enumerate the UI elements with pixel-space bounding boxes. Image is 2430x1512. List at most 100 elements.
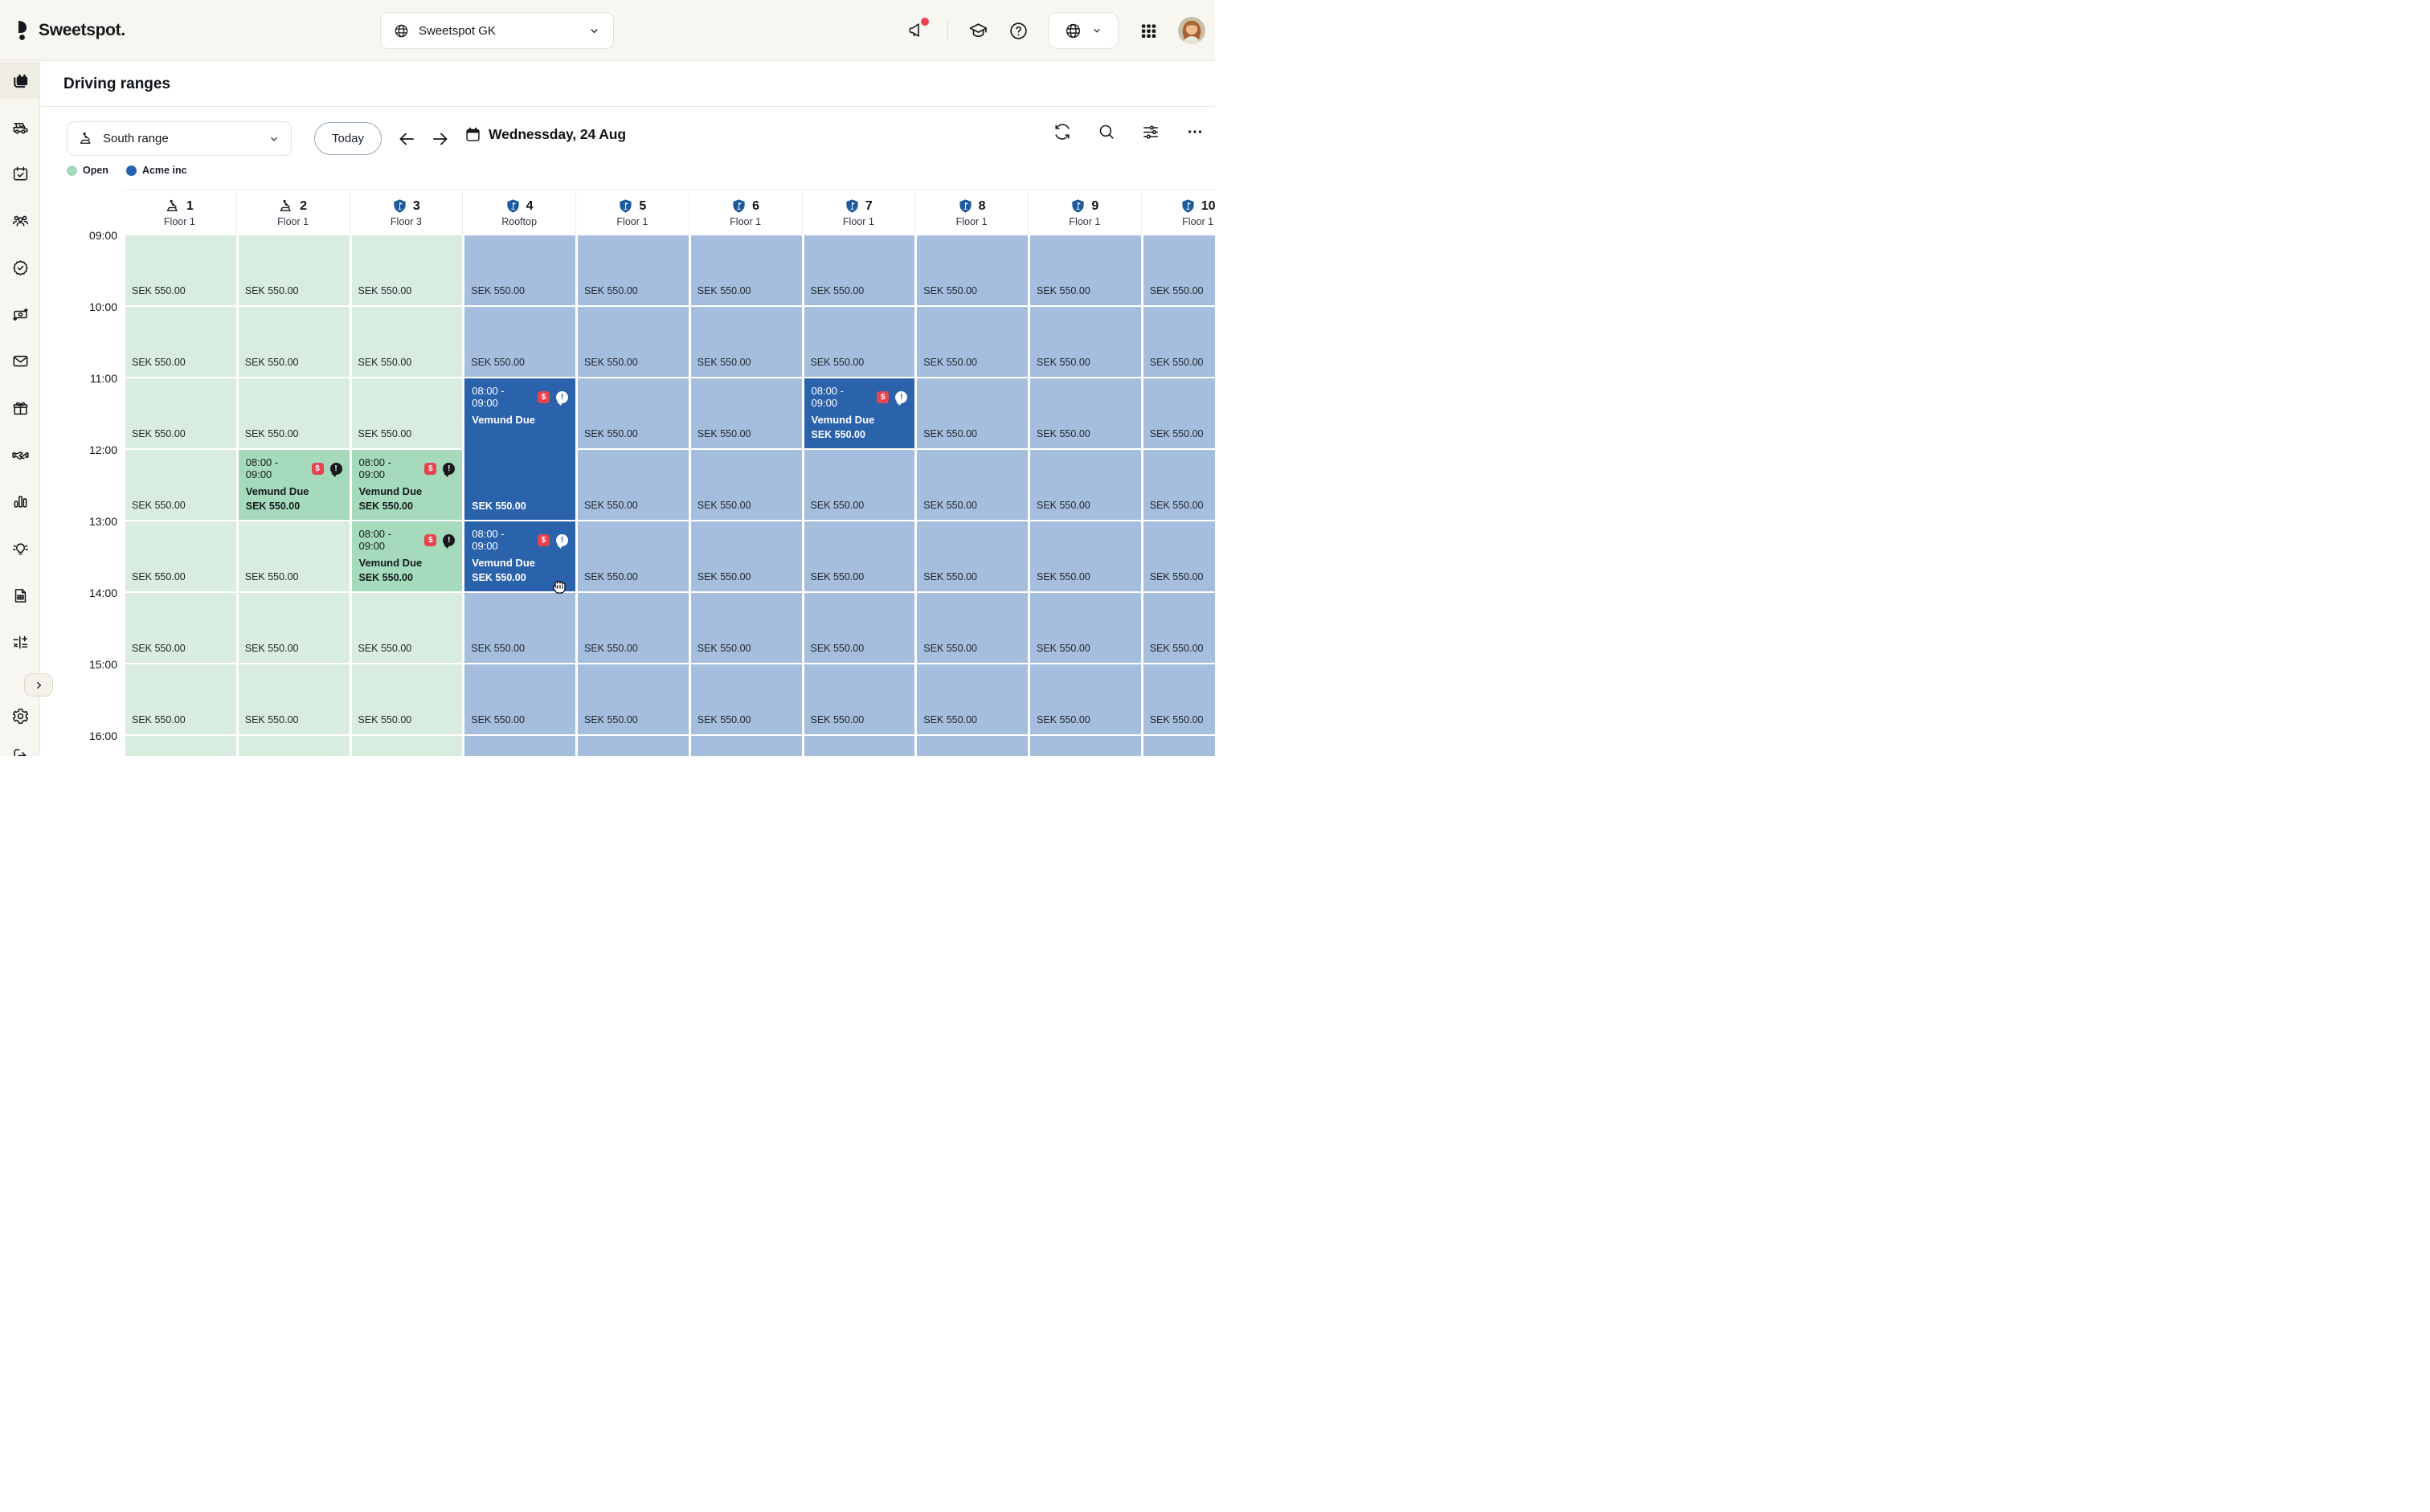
slot-cell[interactable]: SEK 550.00 xyxy=(804,307,915,378)
slot-cell[interactable]: SEK 550.00 xyxy=(1143,378,1215,450)
slot-cell[interactable]: SEK 550.00 xyxy=(1030,664,1141,736)
slot-cell[interactable]: SEK 550.00 xyxy=(917,521,1028,593)
slot-cell[interactable]: SEK 550.00 xyxy=(1143,593,1215,664)
slot-cell[interactable]: SEK 550.00 xyxy=(690,378,802,450)
slot-cell[interactable]: SEK 550.00 xyxy=(804,521,915,593)
slot-cell[interactable]: SEK 550.00 xyxy=(238,593,350,664)
slot-cell[interactable]: SEK 550.00 xyxy=(125,378,236,450)
slot-cell[interactable]: SEK 550.00 xyxy=(1143,450,1215,521)
sidebar-item-members[interactable] xyxy=(0,202,40,239)
date-picker[interactable]: Wednessday, 24 Aug xyxy=(464,126,626,143)
slot-cell[interactable]: SEK 550.00 xyxy=(690,307,802,378)
slot-cell[interactable]: SEK 550.00 xyxy=(125,235,236,307)
slot-cell[interactable]: SEK 550.00 xyxy=(1143,235,1215,307)
sidebar-item-statistics[interactable] xyxy=(0,484,40,521)
booking-event[interactable]: 08:00 - 09:00 $! Vemund Due SEK 550.00 xyxy=(351,521,463,591)
sidebar-item-documents[interactable] xyxy=(0,577,40,614)
sidebar-item-calendar-check[interactable] xyxy=(0,156,40,193)
slot-cell[interactable]: SEK 550.00 xyxy=(351,664,463,736)
user-avatar[interactable] xyxy=(1178,17,1205,44)
slot-cell[interactable]: SEK 550.00 xyxy=(690,521,802,593)
language-selector[interactable] xyxy=(1048,12,1119,49)
slot-cell[interactable]: SEK 550.00 xyxy=(578,664,689,736)
slot-cell[interactable]: SEK 550.00 xyxy=(464,307,575,378)
slot-cell[interactable]: SEK 550.00 xyxy=(464,235,575,307)
next-day-button[interactable] xyxy=(431,129,450,149)
slot-cell[interactable]: SEK 550.00 xyxy=(917,307,1028,378)
slot-cell[interactable]: SEK 550.00 xyxy=(464,593,575,664)
slot-cell[interactable]: SEK 550.00 xyxy=(690,450,802,521)
slot-cell[interactable]: SEK 550.00 xyxy=(351,378,463,450)
slot-cell[interactable]: SEK 550.00 xyxy=(804,235,915,307)
sidebar-item-partners[interactable] xyxy=(0,436,40,473)
filters-button[interactable] xyxy=(1142,123,1160,141)
slot-cell[interactable]: SEK 550.00 xyxy=(917,235,1028,307)
sidebar-item-gift[interactable] xyxy=(0,390,40,427)
slot-cell[interactable]: SEK 550.00 xyxy=(125,664,236,736)
slot-cell[interactable]: SEK 550.00 xyxy=(1143,307,1215,378)
slot-cell[interactable]: SEK 550.00 xyxy=(1143,521,1215,593)
slot-cell[interactable]: SEK 550.00 xyxy=(578,736,689,756)
announcements-button[interactable] xyxy=(907,18,929,41)
booking-event[interactable]: 08:00 - 09:00 $! Vemund Due SEK 550.00 xyxy=(464,378,575,520)
slot-cell[interactable]: SEK 550.00 xyxy=(238,664,350,736)
slot-cell[interactable]: SEK 550.00 xyxy=(125,593,236,664)
club-selector[interactable]: Sweetspot GK xyxy=(380,12,614,49)
slot-cell[interactable]: SEK 550.00 xyxy=(238,378,350,450)
slot-cell[interactable]: SEK 550.00 xyxy=(351,593,463,664)
slot-cell[interactable]: SEK 550.00 xyxy=(125,521,236,593)
sidebar-item-badge-check[interactable] xyxy=(0,249,40,286)
slot-cell[interactable]: SEK 550.00 xyxy=(917,736,1028,756)
slot-cell[interactable]: SEK 550.00 xyxy=(125,307,236,378)
slot-cell[interactable]: SEK 550.00 xyxy=(917,664,1028,736)
slot-cell[interactable]: SEK 550.00 xyxy=(1030,593,1141,664)
slot-cell[interactable]: SEK 550.00 xyxy=(917,450,1028,521)
slot-cell[interactable]: SEK 550.00 xyxy=(238,521,350,593)
sidebar-item-insights[interactable] xyxy=(0,530,40,567)
slot-cell[interactable]: SEK 550.00 xyxy=(1030,307,1141,378)
slot-cell[interactable]: SEK 550.00 xyxy=(804,664,915,736)
slot-cell[interactable]: SEK 550.00 xyxy=(578,307,689,378)
slot-cell[interactable]: SEK 550.00 xyxy=(804,450,915,521)
today-button[interactable]: Today xyxy=(314,122,382,155)
sidebar-item-accounting[interactable] xyxy=(0,624,40,661)
sidebar-item-logout[interactable] xyxy=(0,737,40,756)
booking-event[interactable]: 08:00 - 09:00 $! Vemund Due SEK 550.00 xyxy=(804,378,915,448)
slot-cell[interactable]: SEK 550.00 xyxy=(1143,664,1215,736)
booking-event[interactable]: 08:00 - 09:00 $! Vemund Due SEK 550.00 xyxy=(351,450,463,520)
slot-cell[interactable]: SEK 550.00 xyxy=(1030,378,1141,450)
slot-cell[interactable]: SEK 550.00 xyxy=(690,593,802,664)
slot-cell[interactable]: SEK 550.00 xyxy=(1030,450,1141,521)
slot-cell[interactable]: SEK 550.00 xyxy=(917,378,1028,450)
sidebar-item-golf-cart[interactable] xyxy=(0,108,40,145)
slot-cell[interactable]: SEK 550.00 xyxy=(690,235,802,307)
slot-cell[interactable]: SEK 550.00 xyxy=(690,664,802,736)
help-button[interactable] xyxy=(1008,20,1029,41)
slot-cell[interactable]: SEK 550.00 xyxy=(578,450,689,521)
slot-cell[interactable]: SEK 550.00 xyxy=(578,378,689,450)
slot-cell[interactable]: SEK 550.00 xyxy=(238,736,350,756)
sidebar-item-mail[interactable] xyxy=(0,343,40,380)
slot-cell[interactable]: SEK 550.00 xyxy=(578,593,689,664)
slot-cell[interactable]: SEK 550.00 xyxy=(238,307,350,378)
refresh-button[interactable] xyxy=(1053,123,1071,141)
search-button[interactable] xyxy=(1098,123,1115,141)
slot-cell[interactable]: SEK 550.00 xyxy=(1030,235,1141,307)
slot-cell[interactable]: SEK 550.00 xyxy=(1143,736,1215,756)
slot-cell[interactable]: SEK 550.00 xyxy=(238,235,350,307)
slot-cell[interactable]: SEK 550.00 xyxy=(125,450,236,521)
booking-event[interactable]: 08:00 - 09:00 $! Vemund Due SEK 550.00 xyxy=(464,521,575,591)
slot-cell[interactable]: SEK 550.00 xyxy=(578,521,689,593)
more-options-button[interactable] xyxy=(1186,123,1204,141)
previous-day-button[interactable] xyxy=(397,129,416,149)
slot-cell[interactable]: SEK 550.00 xyxy=(1030,521,1141,593)
sidebar-item-bookings[interactable] xyxy=(0,62,40,99)
slot-cell[interactable]: SEK 550.00 xyxy=(464,736,575,756)
slot-cell[interactable]: SEK 550.00 xyxy=(690,736,802,756)
range-selector[interactable]: South range xyxy=(67,121,292,156)
slot-cell[interactable]: SEK 550.00 xyxy=(578,235,689,307)
apps-grid-button[interactable] xyxy=(1138,20,1159,41)
slot-cell[interactable]: SEK 550.00 xyxy=(1030,736,1141,756)
sidebar-expand-button[interactable] xyxy=(24,673,53,697)
slot-cell[interactable]: SEK 550.00 xyxy=(351,235,463,307)
